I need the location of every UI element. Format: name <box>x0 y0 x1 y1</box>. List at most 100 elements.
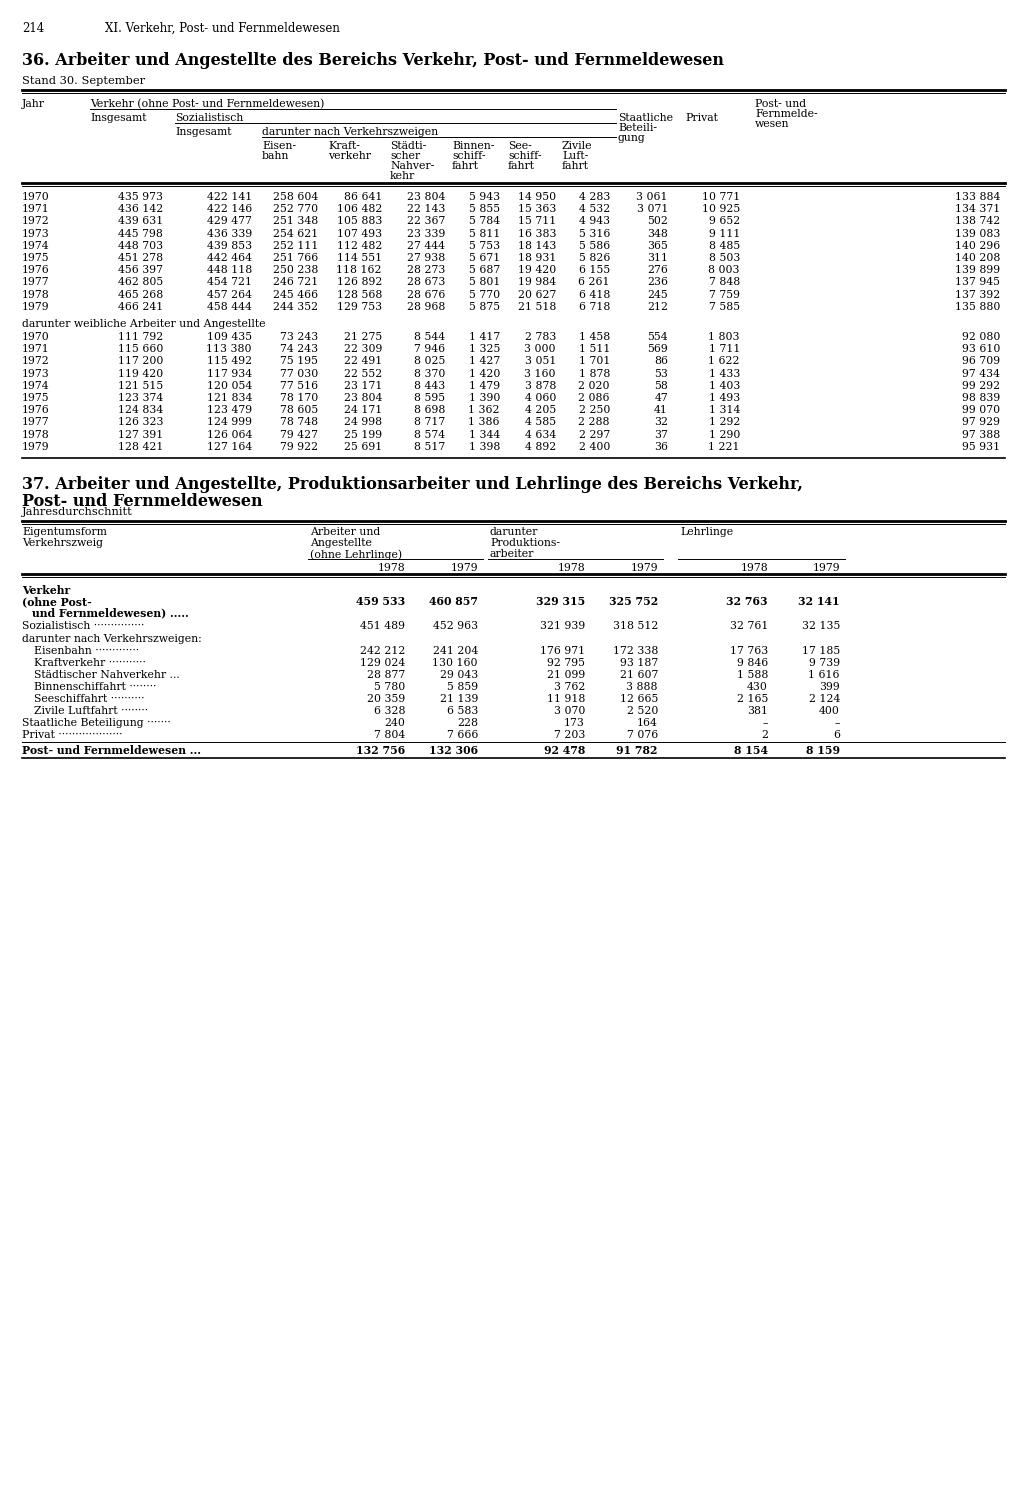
Text: 252 770: 252 770 <box>272 205 318 214</box>
Text: 9 111: 9 111 <box>709 229 740 239</box>
Text: 79 427: 79 427 <box>280 429 318 440</box>
Text: 4 532: 4 532 <box>579 205 610 214</box>
Text: 4 205: 4 205 <box>524 405 556 416</box>
Text: 311: 311 <box>647 253 668 263</box>
Text: 252 111: 252 111 <box>272 241 318 251</box>
Text: 5 859: 5 859 <box>446 682 478 692</box>
Text: 3 071: 3 071 <box>637 205 668 214</box>
Text: 96 709: 96 709 <box>962 356 1000 366</box>
Text: 1973: 1973 <box>22 229 50 239</box>
Text: Jahr: Jahr <box>22 99 45 109</box>
Text: 3 000: 3 000 <box>524 344 556 354</box>
Text: 21 139: 21 139 <box>439 694 478 704</box>
Text: 1 398: 1 398 <box>469 443 500 451</box>
Text: 1979: 1979 <box>451 564 478 573</box>
Text: Beteili-: Beteili- <box>618 123 657 133</box>
Text: 133 884: 133 884 <box>954 191 1000 202</box>
Text: 445 798: 445 798 <box>118 229 163 239</box>
Text: 109 435: 109 435 <box>207 332 252 342</box>
Text: 3 160: 3 160 <box>524 369 556 378</box>
Text: 4 892: 4 892 <box>524 443 556 451</box>
Text: 1977: 1977 <box>22 417 49 428</box>
Text: 6 718: 6 718 <box>579 302 610 312</box>
Text: 5 801: 5 801 <box>469 278 500 287</box>
Text: 1 711: 1 711 <box>709 344 740 354</box>
Text: Stand 30. September: Stand 30. September <box>22 76 145 87</box>
Text: 77 516: 77 516 <box>280 381 318 390</box>
Text: 1979: 1979 <box>22 302 49 312</box>
Text: 8 503: 8 503 <box>709 253 740 263</box>
Text: 17 185: 17 185 <box>802 646 840 656</box>
Text: 1 390: 1 390 <box>469 393 500 404</box>
Text: 99 292: 99 292 <box>962 381 1000 390</box>
Text: 1 433: 1 433 <box>709 369 740 378</box>
Text: 400: 400 <box>819 706 840 716</box>
Text: 28 273: 28 273 <box>407 265 445 275</box>
Text: 5 687: 5 687 <box>469 265 500 275</box>
Text: 251 348: 251 348 <box>272 217 318 226</box>
Text: 452 963: 452 963 <box>433 620 478 631</box>
Text: 9 652: 9 652 <box>709 217 740 226</box>
Text: 459 533: 459 533 <box>355 597 406 607</box>
Text: 95 931: 95 931 <box>962 443 1000 451</box>
Text: 422 146: 422 146 <box>207 205 252 214</box>
Text: 365: 365 <box>647 241 668 251</box>
Text: 86: 86 <box>654 356 668 366</box>
Text: 86 641: 86 641 <box>344 191 382 202</box>
Text: und Fernmeldewesen) .....: und Fernmeldewesen) ..... <box>32 607 188 617</box>
Text: 228: 228 <box>457 718 478 728</box>
Text: 1 616: 1 616 <box>809 670 840 680</box>
Text: Kraftverkehr ···········: Kraftverkehr ··········· <box>34 658 145 668</box>
Text: Luft-: Luft- <box>562 151 588 161</box>
Text: 6 261: 6 261 <box>579 278 610 287</box>
Text: 53: 53 <box>654 369 668 378</box>
Text: 93 610: 93 610 <box>962 344 1000 354</box>
Text: 250 238: 250 238 <box>272 265 318 275</box>
Text: 8 698: 8 698 <box>414 405 445 416</box>
Text: 23 804: 23 804 <box>344 393 382 404</box>
Text: 246 721: 246 721 <box>272 278 318 287</box>
Text: Privat: Privat <box>685 114 718 123</box>
Text: 24 998: 24 998 <box>344 417 382 428</box>
Text: 28 673: 28 673 <box>407 278 445 287</box>
Text: 6 583: 6 583 <box>446 706 478 716</box>
Text: 8 370: 8 370 <box>414 369 445 378</box>
Text: 5 875: 5 875 <box>469 302 500 312</box>
Text: 448 703: 448 703 <box>118 241 163 251</box>
Text: 22 367: 22 367 <box>407 217 445 226</box>
Text: 1978: 1978 <box>740 564 768 573</box>
Text: XI. Verkehr, Post- und Fernmeldewesen: XI. Verkehr, Post- und Fernmeldewesen <box>105 22 340 34</box>
Text: 1978: 1978 <box>377 564 406 573</box>
Text: 47: 47 <box>654 393 668 404</box>
Text: 1 325: 1 325 <box>469 344 500 354</box>
Text: 176 971: 176 971 <box>540 646 585 656</box>
Text: 5 753: 5 753 <box>469 241 500 251</box>
Text: –: – <box>763 718 768 728</box>
Text: 5 671: 5 671 <box>469 253 500 263</box>
Text: 1977: 1977 <box>22 278 49 287</box>
Text: 73 243: 73 243 <box>280 332 318 342</box>
Text: 126 323: 126 323 <box>118 417 163 428</box>
Text: 10 771: 10 771 <box>701 191 740 202</box>
Text: 399: 399 <box>819 682 840 692</box>
Text: 21 099: 21 099 <box>547 670 585 680</box>
Text: 115 660: 115 660 <box>118 344 163 354</box>
Text: 8 003: 8 003 <box>709 265 740 275</box>
Text: Zivile: Zivile <box>562 141 593 151</box>
Text: 258 604: 258 604 <box>272 191 318 202</box>
Text: 5 316: 5 316 <box>579 229 610 239</box>
Text: (ohne Post-: (ohne Post- <box>22 597 92 607</box>
Text: 58: 58 <box>654 381 668 390</box>
Text: 134 371: 134 371 <box>954 205 1000 214</box>
Text: 8 717: 8 717 <box>414 417 445 428</box>
Text: 37. Arbeiter und Angestellte, Produktionsarbeiter und Lehrlinge des Bereichs Ver: 37. Arbeiter und Angestellte, Produktion… <box>22 475 803 493</box>
Text: 569: 569 <box>647 344 668 354</box>
Text: –: – <box>835 718 840 728</box>
Text: 439 853: 439 853 <box>207 241 252 251</box>
Text: Angestellte: Angestellte <box>310 538 372 549</box>
Text: fahrt: fahrt <box>562 161 589 170</box>
Text: 132 306: 132 306 <box>429 745 478 756</box>
Text: 98 839: 98 839 <box>962 393 1000 404</box>
Text: 117 200: 117 200 <box>118 356 163 366</box>
Text: Verkehr: Verkehr <box>22 585 71 597</box>
